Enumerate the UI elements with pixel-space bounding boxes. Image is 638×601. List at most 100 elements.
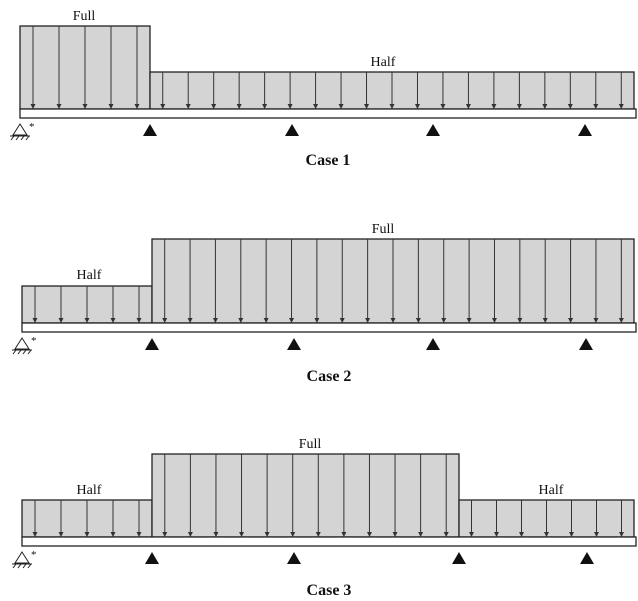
- case-1-support-1: [143, 124, 157, 136]
- case-2-pin-support: *: [12, 335, 37, 355]
- load-arrow-head: [290, 532, 296, 537]
- load-arrow-head: [390, 318, 396, 323]
- case-1-panel: Full Half * Case 1: [10, 9, 637, 169]
- case-2-support-4: [579, 338, 593, 350]
- case-2-segment-1-label: Half: [77, 268, 102, 283]
- load-arrow-head: [136, 318, 142, 323]
- case-3-support-1: [145, 552, 159, 564]
- load-arrow-head: [239, 532, 245, 537]
- load-arrow-head: [289, 318, 295, 323]
- case-3-segment-3-label: Half: [539, 483, 564, 498]
- load-arrow-head: [187, 532, 193, 537]
- load-arrow-head: [365, 318, 371, 323]
- load-arrow-head: [619, 532, 624, 537]
- load-arrow-head: [315, 532, 321, 537]
- case-3-load-segment-2: [151, 453, 460, 538]
- load-arrow-head: [494, 532, 499, 537]
- case-2-panel: Half Full * Case 2: [12, 222, 637, 385]
- load-arrow-head: [134, 104, 140, 109]
- load-arrow-head: [542, 104, 548, 109]
- load-arrow-head: [517, 318, 523, 323]
- load-arrow-head: [466, 318, 472, 323]
- case-3-beam: [21, 536, 637, 547]
- load-arrow-head: [84, 318, 90, 323]
- case-1-support-4: [578, 124, 592, 136]
- case-2-support-2: [287, 338, 301, 350]
- load-arrow-head: [110, 318, 116, 323]
- load-arrow-head: [82, 104, 88, 109]
- case-2-beam: [21, 322, 637, 333]
- load-arrow-head: [84, 532, 90, 537]
- case-1-support-2: [285, 124, 299, 136]
- case-2-support-3: [426, 338, 440, 350]
- case-3-load-segment-1: [21, 499, 153, 538]
- load-arrow-head: [236, 104, 242, 109]
- load-arrow-head: [569, 532, 574, 537]
- case-3-pin-marker: *: [31, 549, 37, 561]
- load-arrow-head: [418, 532, 424, 537]
- case-1-pin-support: *: [10, 121, 35, 141]
- load-arrow-head: [262, 104, 268, 109]
- load-arrow-head: [187, 318, 193, 323]
- case-3-segment-1-label: Half: [77, 483, 102, 498]
- load-arrow-head: [491, 318, 497, 323]
- load-arrow-head: [160, 104, 166, 109]
- case-1-load-segment-2: [149, 71, 635, 110]
- case-1-beam: [19, 108, 637, 119]
- load-arrow-head: [389, 104, 395, 109]
- load-arrow-head: [443, 532, 449, 537]
- case-3-panel: Half Full Half * Case 3: [12, 437, 637, 599]
- load-arrow-head: [314, 318, 320, 323]
- load-arrow-head: [108, 104, 114, 109]
- load-arrow-head: [516, 104, 522, 109]
- load-arrow-head: [593, 318, 599, 323]
- case-2-segment-2-label: Full: [372, 222, 395, 237]
- load-arrow-head: [339, 318, 345, 323]
- load-arrow-head: [568, 318, 574, 323]
- case-1-support-3: [426, 124, 440, 136]
- load-arrow-head: [287, 104, 293, 109]
- load-arrow-head: [338, 104, 344, 109]
- load-arrow-head: [341, 532, 347, 537]
- load-arrow-head: [30, 104, 36, 109]
- load-arrow-head: [519, 532, 524, 537]
- load-arrow-head: [136, 532, 142, 537]
- load-arrow-head: [58, 318, 64, 323]
- case-1-segment-1-label: Full: [73, 9, 96, 24]
- case-2-load-segment-2: [151, 238, 635, 324]
- case-2-pin-marker: *: [31, 335, 37, 347]
- load-arrow-head: [213, 532, 219, 537]
- load-arrow-head: [392, 532, 398, 537]
- case-1-segment-2-label: Half: [371, 55, 396, 70]
- load-arrow-head: [594, 532, 599, 537]
- case-1-title: Case 1: [306, 152, 351, 169]
- load-arrow-head: [542, 318, 548, 323]
- case-3-pin-support: *: [12, 549, 37, 569]
- load-arrow-head: [263, 318, 269, 323]
- load-arrow-head: [56, 104, 62, 109]
- load-arrow-head: [313, 104, 319, 109]
- case-3-load-segment-3: [458, 499, 635, 538]
- load-arrow-head: [238, 318, 244, 323]
- load-arrow-head: [440, 104, 446, 109]
- load-arrow-head: [32, 318, 38, 323]
- load-arrow-head: [32, 532, 38, 537]
- load-arrow-head: [211, 104, 217, 109]
- case-3-support-2: [287, 552, 301, 564]
- case-3-segment-2-label: Full: [299, 437, 322, 452]
- load-arrow-head: [366, 532, 372, 537]
- load-arrow-head: [162, 532, 168, 537]
- load-arrow-head: [491, 104, 497, 109]
- case-3-support-4: [580, 552, 594, 564]
- load-arrow-head: [618, 318, 624, 323]
- load-arrow-head: [567, 104, 573, 109]
- load-arrow-head: [414, 104, 420, 109]
- case-2-title: Case 2: [307, 368, 352, 385]
- case-2-support-1: [145, 338, 159, 350]
- case-2-load-segment-1: [21, 285, 153, 324]
- load-arrow-head: [465, 104, 471, 109]
- load-arrow-head: [264, 532, 270, 537]
- case-1-pin-marker: *: [29, 121, 35, 133]
- case-3-title: Case 3: [307, 582, 352, 599]
